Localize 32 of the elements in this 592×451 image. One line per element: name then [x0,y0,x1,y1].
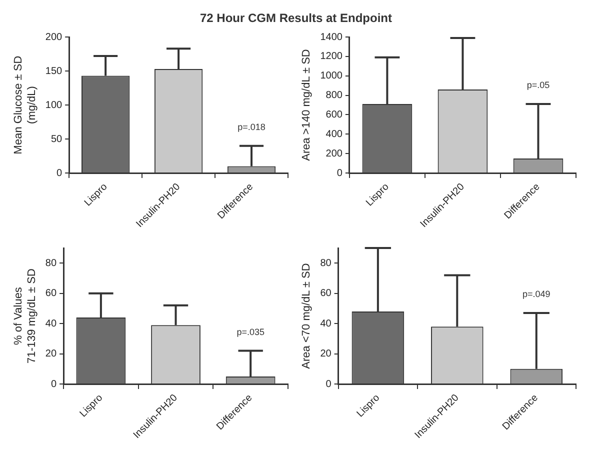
y-tick-label: 100 [45,100,63,111]
annotation: p=.05 [526,80,550,90]
y-tick-label: 20 [320,348,332,360]
y-tick-label: 0 [50,378,57,390]
y-tick-label: 80 [320,258,332,269]
y-tick-label: 0 [336,168,343,179]
y-tick-label: 60 [45,288,57,300]
y-tick-label: 80 [45,258,57,269]
y-tick-label: 600 [326,109,343,120]
y-tick-label: 60 [320,288,332,300]
y-tick-label: 200 [45,32,63,43]
y-axis-title: Mean Glucose ± SD (mg/dL) [12,56,38,154]
y-tick-label: 0 [326,378,332,390]
y-axis-title: Area >140 mg/dL ± SD [300,49,313,161]
y-axis-title: % of Values 71-139 mg/dL ± SD [12,268,38,364]
annotation: p=.049 [522,288,550,299]
annotation: p=.035 [236,326,264,337]
y-tick-label: 400 [326,128,343,140]
y-axis-title: Area <70 mg/dL ± SD [300,263,313,369]
annotation: p=.018 [238,122,266,132]
y-tick-label: 0 [56,168,63,179]
y-tick-label: 1200 [320,51,343,62]
y-tick-label: 50 [50,134,63,145]
y-tick-label: 40 [320,318,332,330]
y-tick-label: 1400 [320,32,343,43]
y-tick-label: 150 [45,66,63,77]
y-tick-label: 40 [45,318,57,330]
y-tick-label: 800 [326,90,343,102]
chart-title: 72 Hour CGM Results at Endpoint [198,10,393,27]
y-tick-label: 20 [45,348,57,360]
y-tick-label: 200 [326,148,343,160]
y-tick-label: 1000 [320,70,343,82]
